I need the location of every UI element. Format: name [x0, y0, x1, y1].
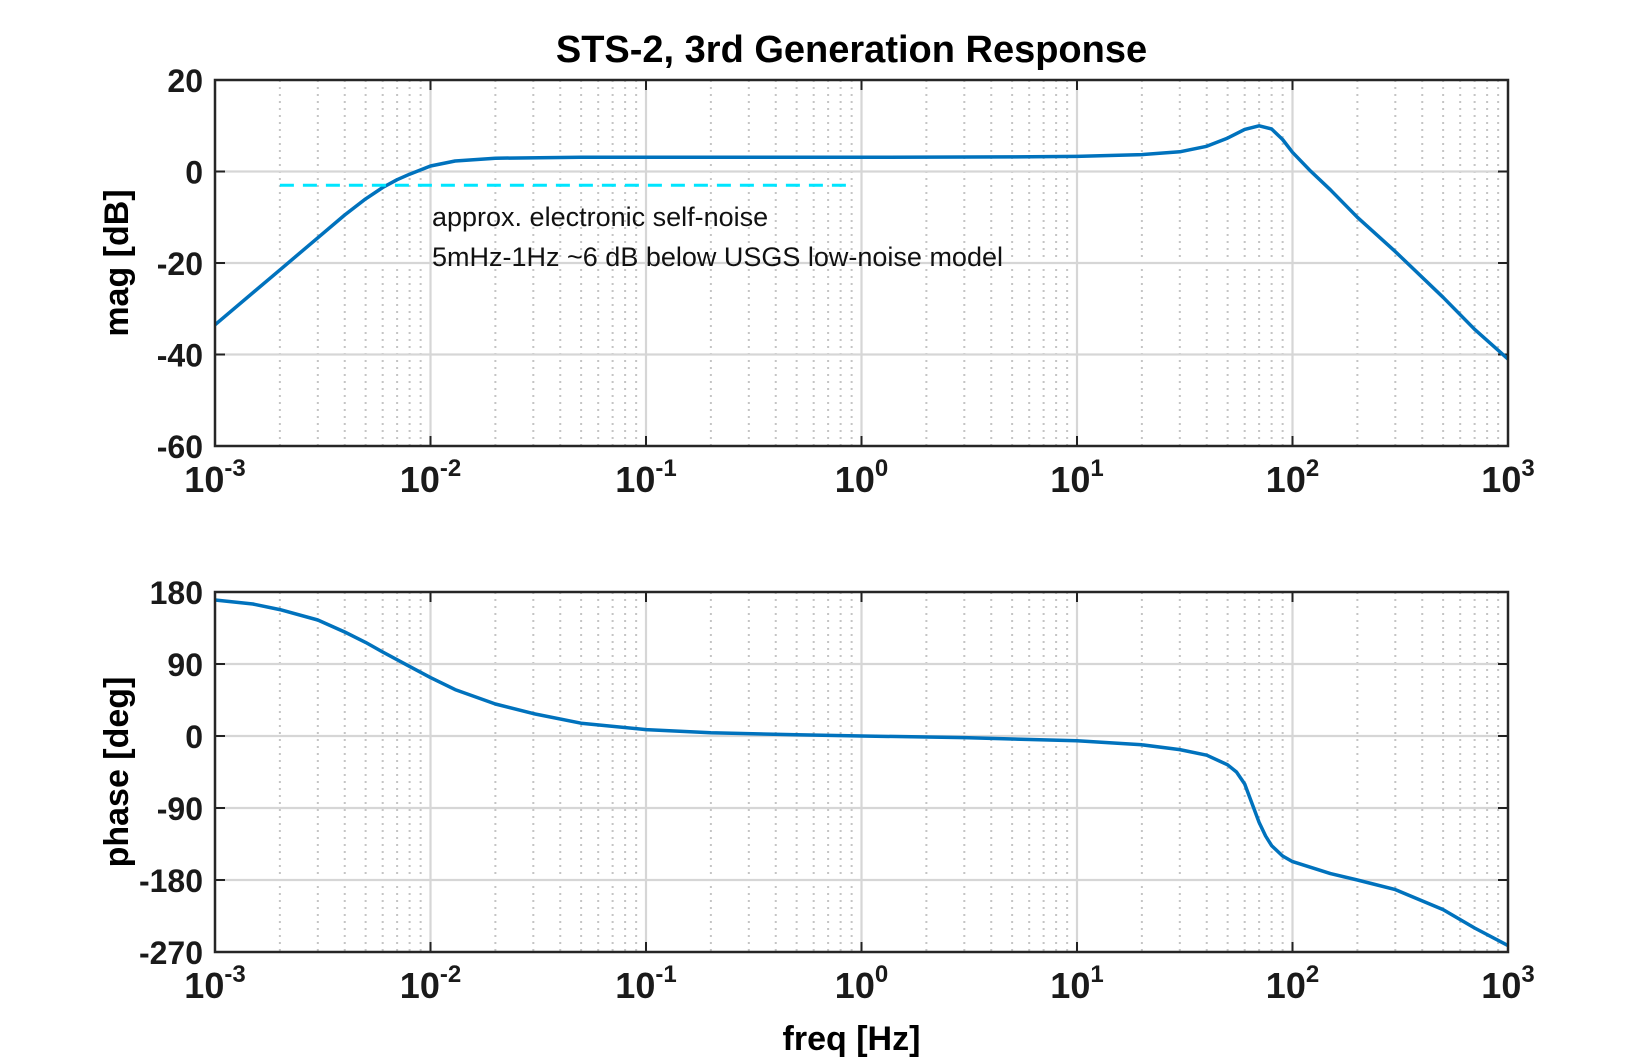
y-tick-label: -60	[157, 429, 203, 465]
x-tick-label: 10-1	[615, 455, 676, 500]
x-tick-label: 10-3	[184, 961, 245, 1006]
y-tick-label: -90	[157, 791, 203, 827]
y-tick-label: 180	[150, 575, 203, 611]
axes-frame	[213, 590, 1510, 954]
x-tick-label: 10-3	[184, 455, 245, 500]
y-tick-label: 90	[167, 647, 203, 683]
y-tick-label: -180	[139, 863, 203, 899]
y-tick-label: -20	[157, 246, 203, 282]
axes-2: 10-3 10-2 10-1 100 101 102 103 180 90 0 -90 -180 -27…	[98, 575, 1535, 1058]
x-tick-label: 102	[1266, 961, 1319, 1006]
axes-1: 10-3 10-2 10-1 100 101 102 103 20 0 -20 -40 -60 STS-…	[98, 29, 1535, 500]
x-tick-label: 102	[1266, 455, 1319, 500]
y-tick-label: 0	[185, 719, 203, 755]
annotation-text: approx. electronic self-noise	[432, 202, 768, 232]
x-tick-label: 10-1	[615, 961, 676, 1006]
y-tick-label: -270	[139, 935, 203, 971]
x-tick-label: 101	[1050, 961, 1103, 1006]
y-axis-label: phase [deg]	[98, 677, 136, 868]
x-axis-label: freq [Hz]	[783, 1020, 921, 1058]
x-tick-label: 100	[835, 961, 888, 1006]
y-tick-label: -40	[157, 338, 203, 374]
response-curve	[214, 598, 1509, 948]
y-tick-label: 0	[185, 155, 203, 191]
x-tick-label: 103	[1481, 961, 1534, 1006]
x-tick-label: 101	[1050, 455, 1103, 500]
x-tick-label: 10-2	[400, 961, 461, 1006]
chart-title: STS-2, 3rd Generation Response	[556, 29, 1147, 71]
y-axis-label: mag [dB]	[98, 189, 136, 336]
axes-frame	[213, 78, 1510, 448]
y-tick-label: 20	[167, 63, 203, 99]
annotation-text: 5mHz-1Hz ~6 dB below USGS low-noise mode…	[432, 242, 1003, 272]
x-tick-label: 10-2	[400, 455, 461, 500]
x-tick-label: 100	[835, 455, 888, 500]
x-tick-label: 103	[1481, 455, 1534, 500]
